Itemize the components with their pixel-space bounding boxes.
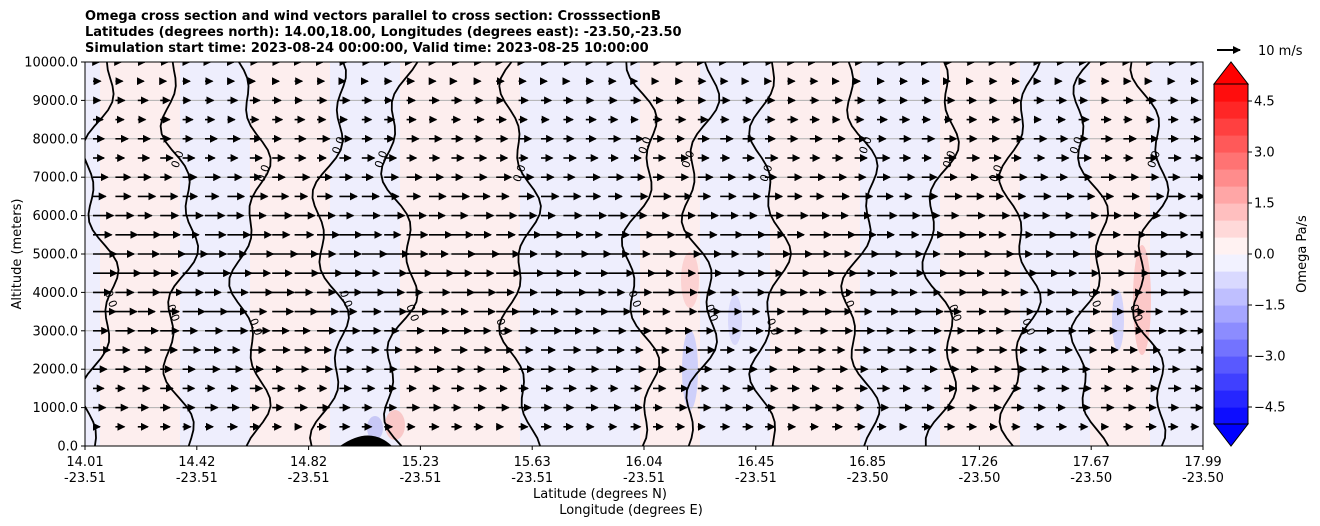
x-axis-label-latitude: Latitude (degrees N) (533, 487, 667, 502)
y-tick-label: 0.0 (57, 440, 78, 455)
y-tick-label: 6000.0 (33, 209, 79, 224)
colorbar-segment (1214, 407, 1248, 425)
colorbar-tick-label: −3.0 (1254, 350, 1286, 365)
x-tick-label-lon: -23.51 (735, 471, 777, 486)
colorbar-segment (1214, 101, 1248, 119)
colorbar-segment (1214, 356, 1248, 374)
contour-label: 0.0 (626, 288, 644, 309)
omega-extreme-patch (1112, 290, 1124, 350)
contour-label: 0.0 (329, 135, 347, 156)
contour-label: 0.0 (337, 288, 355, 309)
y-tick-label: 9000.0 (33, 94, 79, 109)
x-tick-label-lon: -23.51 (399, 471, 441, 486)
y-tick-label: 4000.0 (33, 286, 79, 301)
x-axis-label-longitude: Longitude (degrees E) (559, 503, 703, 518)
colorbar-segment (1214, 271, 1248, 289)
strong-omega-core (340, 435, 392, 446)
colorbar-segment (1214, 305, 1248, 323)
colorbar-segment (1214, 390, 1248, 408)
x-tick-label-lat: 17.67 (1073, 455, 1110, 470)
x-tick-label-lat: 14.01 (66, 455, 103, 470)
x-tick-label-lat: 14.42 (178, 455, 215, 470)
y-axis-ticks: 0.0 1000.0 2000.0 3000.0 4000.0 5000.0 6000.0 7… (24, 56, 85, 455)
x-tick-label-lon: -23.50 (1070, 471, 1112, 486)
x-tick-label-lon: -23.51 (64, 471, 106, 486)
chart-title-line-1: Omega cross section and wind vectors par… (85, 9, 661, 24)
colorbar-segment (1214, 84, 1248, 102)
chart-title-line-3: Simulation start time: 2023-08-24 00:00:… (85, 41, 649, 56)
x-tick-label-lat: 14.82 (290, 455, 327, 470)
colorbar-segment (1214, 118, 1248, 136)
colorbar-tick-label: 3.0 (1254, 146, 1275, 161)
colorbar-extend-min (1212, 423, 1250, 447)
quiver-key: 10 m/s (1217, 44, 1303, 59)
quiver-key-label: 10 m/s (1258, 44, 1303, 59)
contour-label: 0.0 (510, 163, 528, 184)
chart-title-line-2: Latitudes (degrees north): 14.00,18.00, … (85, 25, 682, 40)
omega-extreme-patch (385, 410, 405, 440)
y-tick-label: 2000.0 (33, 363, 79, 378)
x-tick-label-lon: -23.51 (288, 471, 330, 486)
x-tick-label-lat: 15.23 (402, 455, 439, 470)
x-tick-label-lat: 17.99 (1184, 455, 1221, 470)
colorbar-segment (1214, 169, 1248, 187)
colorbar-tick-label: 0.0 (1254, 248, 1275, 263)
contour-label: 0.0 (372, 149, 390, 170)
x-tick-label-lat: 16.45 (737, 455, 774, 470)
colorbar-segment (1214, 237, 1248, 255)
colorbar-tick-label: −4.5 (1254, 401, 1286, 416)
colorbar-segment (1214, 288, 1248, 306)
colorbar-label: Omega Pa/s (1295, 215, 1310, 293)
y-tick-label: 5000.0 (33, 248, 79, 263)
colorbar-segment (1214, 339, 1248, 357)
y-tick-label: 8000.0 (33, 132, 79, 147)
x-tick-label-lon: -23.50 (958, 471, 1000, 486)
y-tick-label: 1000.0 (33, 401, 79, 416)
contour-label: 0.0 (403, 302, 421, 323)
colorbar-tick-label: −1.5 (1254, 299, 1286, 314)
colorbar-segment (1214, 254, 1248, 272)
y-axis-label: Altitude (meters) (10, 199, 25, 310)
x-tick-label-lat: 17.26 (961, 455, 998, 470)
colorbar-segment (1214, 152, 1248, 170)
omega-extreme-patch (728, 295, 742, 345)
x-tick-label-lat: 16.04 (625, 455, 662, 470)
x-tick-label-lon: -23.50 (1182, 471, 1224, 486)
colorbar-tick-label: 1.5 (1254, 197, 1275, 212)
colorbar-extend-max (1212, 61, 1250, 85)
colorbar-segment (1214, 373, 1248, 391)
x-tick-label-lat: 15.63 (514, 455, 551, 470)
x-tick-label-lat: 16.85 (849, 455, 886, 470)
contour-label: 0.0 (247, 316, 265, 337)
omega-extreme-patch (681, 252, 699, 308)
colorbar-segment (1214, 203, 1248, 221)
x-tick-label-lon: -23.51 (176, 471, 218, 486)
x-tick-label-lon: -23.50 (847, 471, 889, 486)
y-tick-label: 10000.0 (24, 56, 78, 71)
colorbar-segment (1214, 322, 1248, 340)
colorbar-segment (1214, 135, 1248, 153)
colorbar-segment (1214, 186, 1248, 204)
colorbar: 4.5 3.0 1.5 0.0 −1.5 −3.0 −4.5 (1212, 61, 1286, 447)
y-tick-label: 7000.0 (33, 171, 79, 186)
omega-extreme-patch (367, 416, 383, 440)
colorbar-segment (1214, 220, 1248, 238)
x-axis-ticks: 14.01-23.5114.42-23.5114.82-23.5115.23-2… (64, 446, 1224, 486)
wind-vectors (92, 62, 1203, 431)
colorbar-tick-label: 4.5 (1254, 95, 1275, 110)
y-tick-label: 3000.0 (33, 324, 79, 339)
x-tick-label-lon: -23.51 (623, 471, 665, 486)
x-tick-label-lon: -23.51 (511, 471, 553, 486)
